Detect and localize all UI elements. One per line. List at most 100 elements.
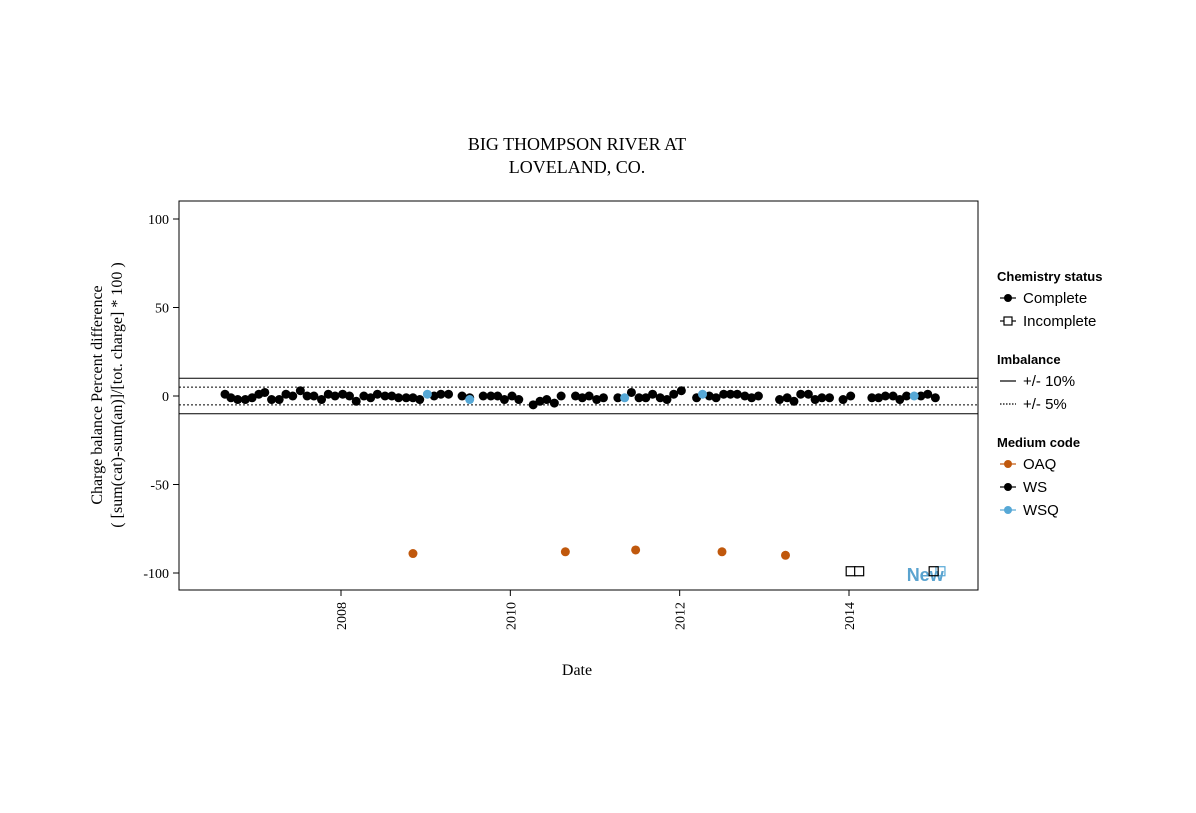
annotation-open-square (928, 566, 939, 577)
legend-group-title: Imbalance (997, 352, 1061, 367)
data-point (295, 386, 305, 396)
data-point (817, 393, 827, 403)
data-point (782, 393, 792, 403)
x-tick-label: 2012 (674, 602, 689, 630)
data-point (655, 393, 665, 403)
legend-item-label: +/- 5% (1023, 396, 1067, 413)
y-tick-label: 50 (155, 302, 169, 317)
data-point (711, 393, 721, 403)
y-tick-label: -50 (150, 479, 169, 494)
y-tick-label: -100 (143, 567, 169, 582)
data-point (626, 387, 636, 397)
data-point (846, 391, 856, 401)
data-point (584, 391, 594, 401)
legend-circle-icon (1004, 483, 1012, 491)
data-point (669, 389, 679, 399)
data-point (725, 389, 735, 399)
data-point (499, 395, 509, 405)
data-point (535, 396, 545, 406)
data-point (902, 391, 912, 401)
data-point (598, 393, 608, 403)
data-point (408, 549, 418, 559)
data-point (422, 389, 432, 399)
data-point (380, 391, 390, 401)
data-point (560, 547, 570, 557)
data-point (401, 393, 411, 403)
data-point (408, 393, 418, 403)
x-tick-label: 2010 (504, 602, 519, 630)
y-tick-label: 100 (148, 213, 169, 228)
x-axis-label: Date (562, 662, 592, 679)
data-point (796, 389, 806, 399)
data-point (240, 395, 250, 405)
data-point (676, 386, 686, 396)
data-point (394, 393, 404, 403)
data-point (577, 393, 587, 403)
legend-item-label: +/- 10% (1023, 373, 1075, 390)
legend-group-title: Chemistry status (997, 269, 1102, 284)
data-point (717, 547, 727, 557)
legend-item-label: OAQ (1023, 456, 1056, 473)
data-point (507, 391, 517, 401)
data-point-incomplete (935, 566, 946, 577)
data-point (810, 395, 820, 405)
data-point (838, 395, 848, 405)
data-point (549, 398, 559, 408)
y-axis-label-line-1: Charge balance Percent difference (89, 285, 106, 504)
data-point (542, 395, 552, 405)
data-point (747, 393, 757, 403)
data-point (556, 391, 566, 401)
data-point (457, 391, 467, 401)
data-point (613, 393, 623, 403)
data-point (732, 389, 742, 399)
data-point (592, 395, 602, 405)
data-point (323, 389, 333, 399)
data-point (704, 391, 714, 401)
data-point (267, 395, 277, 405)
data-point (867, 393, 877, 403)
data-point (233, 395, 243, 405)
data-point (880, 391, 890, 401)
data-point (662, 395, 672, 405)
data-point (387, 391, 397, 401)
data-point (641, 393, 651, 403)
data-point (436, 389, 446, 399)
data-point-incomplete (845, 566, 856, 577)
data-point (344, 391, 354, 401)
data-point (478, 391, 488, 401)
data-point (753, 391, 763, 401)
data-point (648, 389, 658, 399)
chart-title-line-2: LOVELAND, CO. (509, 157, 646, 177)
data-point (366, 393, 376, 403)
data-point (302, 391, 312, 401)
data-point (247, 393, 257, 403)
data-point (429, 391, 439, 401)
data-point (330, 391, 340, 401)
legend-item-label: WSQ (1023, 502, 1059, 519)
data-point (789, 396, 799, 406)
data-point (825, 393, 835, 403)
data-point (874, 393, 884, 403)
data-point (288, 391, 298, 401)
data-point (486, 391, 496, 401)
data-point (698, 389, 708, 399)
data-point (309, 391, 319, 401)
plot-area: 100 50 0 -50 -100 2008 2010 2012 2014 New (143, 200, 979, 630)
data-point (415, 395, 425, 405)
data-point (895, 395, 905, 405)
data-point (781, 550, 790, 560)
data-point (888, 391, 898, 401)
data-point-incomplete (854, 566, 865, 577)
legend-item-label: Incomplete (1023, 313, 1096, 330)
legend-circle-icon (1004, 294, 1012, 302)
data-point (631, 545, 641, 555)
legend-item-label: Complete (1023, 290, 1087, 307)
legend: Chemistry status Complete Incomplete Imbala… (997, 269, 1102, 519)
data-point (359, 391, 369, 401)
x-tick-label: 2014 (843, 602, 858, 630)
data-point (372, 389, 382, 399)
data-point (514, 395, 524, 405)
data-point (930, 393, 940, 403)
data-point (260, 387, 270, 397)
